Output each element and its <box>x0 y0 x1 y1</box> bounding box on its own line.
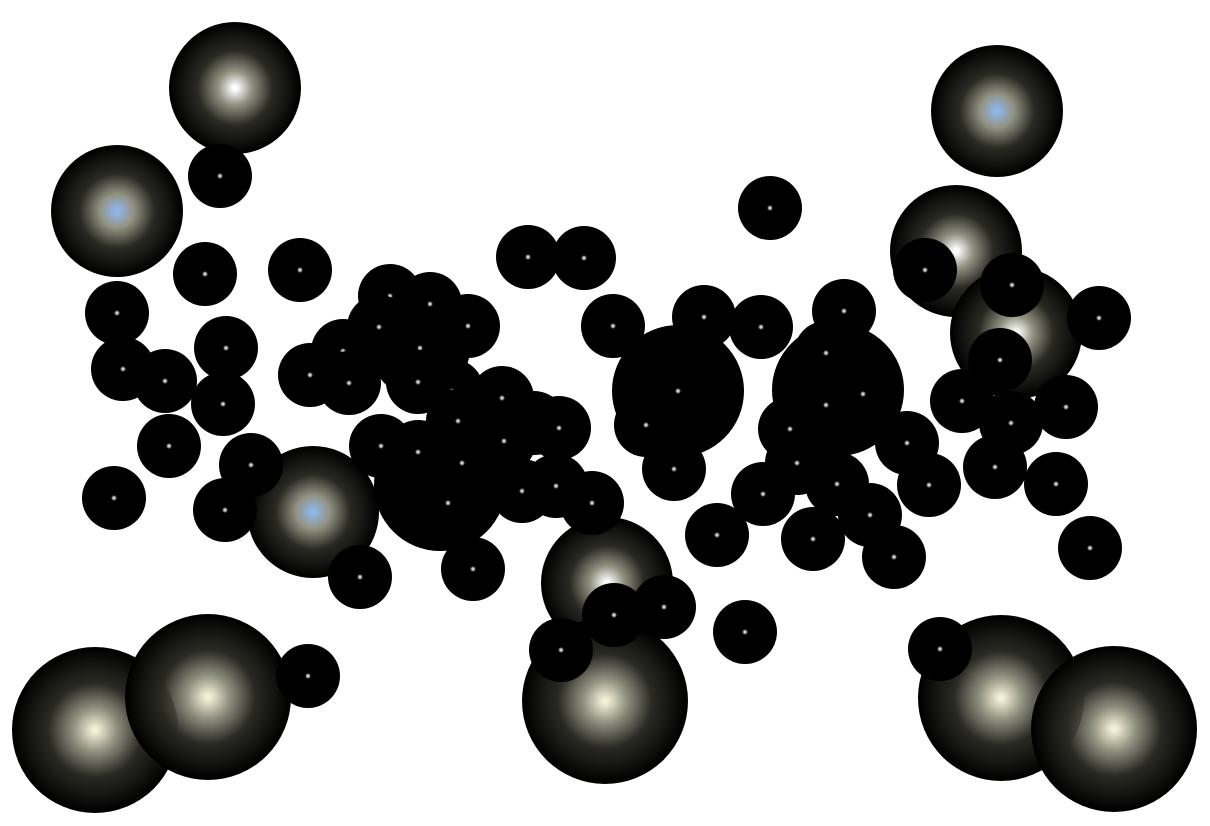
small-sphere <box>552 226 616 290</box>
small-sphere <box>897 453 961 517</box>
small-sphere <box>908 617 972 681</box>
small-sphere <box>188 144 252 208</box>
small-sphere <box>276 644 340 708</box>
small-sphere <box>560 471 624 535</box>
small-sphere <box>713 600 777 664</box>
small-sphere <box>137 414 201 478</box>
small-sphere <box>781 507 845 571</box>
small-sphere <box>317 351 381 415</box>
small-sphere <box>133 349 197 413</box>
small-sphere <box>1024 452 1088 516</box>
small-sphere <box>82 466 146 530</box>
small-sphere <box>441 537 505 601</box>
small-sphere <box>581 294 645 358</box>
glowing-sphere <box>169 22 301 154</box>
small-sphere <box>642 437 706 501</box>
small-sphere <box>980 253 1044 317</box>
small-sphere <box>527 396 591 460</box>
small-sphere <box>812 279 876 343</box>
small-sphere <box>194 316 258 380</box>
small-sphere <box>729 295 793 359</box>
small-sphere <box>963 435 1027 499</box>
small-sphere <box>328 545 392 609</box>
small-sphere <box>173 242 237 306</box>
small-sphere <box>968 328 1032 392</box>
glowing-sphere <box>125 614 291 780</box>
glowing-sphere <box>51 145 183 277</box>
small-sphere <box>831 362 895 426</box>
small-sphere <box>193 478 257 542</box>
small-sphere <box>893 238 957 302</box>
small-sphere <box>529 618 593 682</box>
small-sphere <box>738 176 802 240</box>
small-sphere <box>436 294 500 358</box>
small-sphere <box>1058 516 1122 580</box>
small-sphere <box>496 225 560 289</box>
small-sphere <box>85 281 149 345</box>
small-sphere <box>672 285 736 349</box>
glowing-sphere <box>1031 646 1197 812</box>
small-sphere <box>862 525 926 589</box>
small-sphere <box>416 471 480 535</box>
small-sphere <box>1067 286 1131 350</box>
small-sphere <box>268 238 332 302</box>
small-sphere <box>1034 375 1098 439</box>
small-sphere <box>191 372 255 436</box>
small-sphere <box>582 583 646 647</box>
glowing-sphere <box>931 45 1063 177</box>
